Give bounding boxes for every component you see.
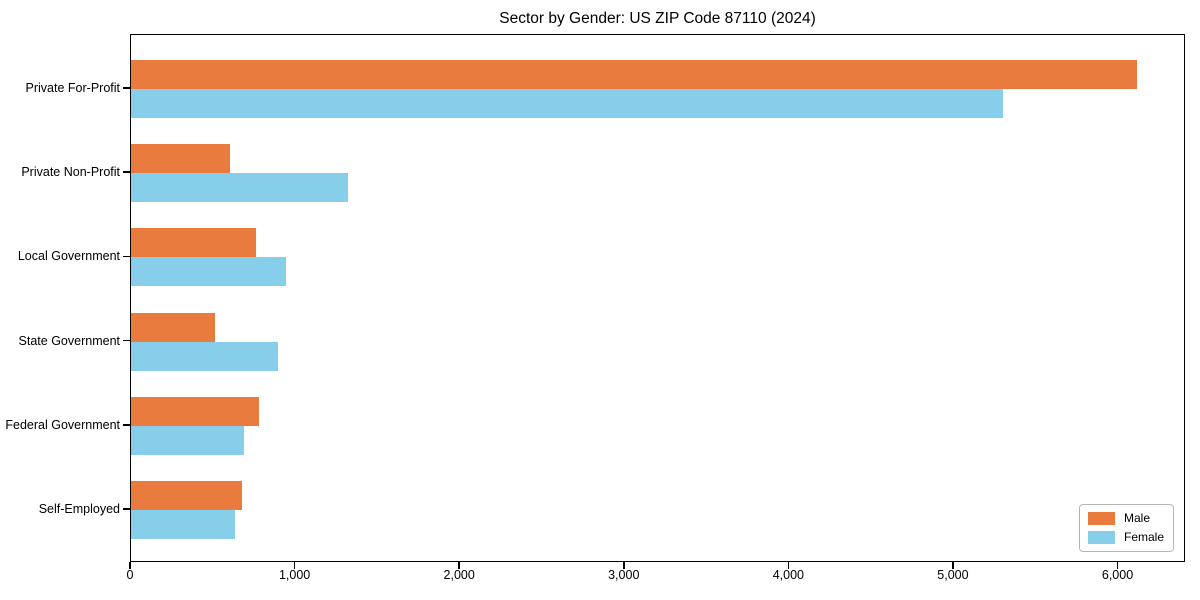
bar-female-5 xyxy=(131,425,244,455)
x-axis-tick-label: 1,000 xyxy=(278,568,311,582)
bar-female-1 xyxy=(131,89,1004,118)
x-axis-tick xyxy=(1116,562,1119,569)
bar-male-4 xyxy=(131,312,215,342)
bar-female-6 xyxy=(131,510,235,539)
legend-swatch-male xyxy=(1087,512,1115,525)
y-axis-category-label: Self-Employed xyxy=(38,502,120,516)
bar-female-3 xyxy=(131,257,286,287)
y-axis-category-label: Private For-Profit xyxy=(25,81,120,95)
x-axis-tick xyxy=(293,562,296,569)
legend-label-female: Female xyxy=(1123,530,1164,544)
bar-male-1 xyxy=(131,60,1137,89)
legend-entry-male: Male xyxy=(1087,511,1164,525)
y-axis-category-label: Federal Government xyxy=(5,417,120,432)
y-axis-tick xyxy=(123,424,130,426)
x-axis-tick-label: 6,000 xyxy=(1101,568,1134,582)
bar-female-2 xyxy=(131,173,349,203)
y-axis-tick xyxy=(123,171,130,173)
y-axis-category-label: Local Government xyxy=(17,249,120,264)
bar-female-4 xyxy=(131,341,278,371)
bar-male-6 xyxy=(131,481,243,510)
x-axis-tick-label: 5,000 xyxy=(937,568,969,582)
y-axis-category-label: Private Non-Profit xyxy=(21,165,120,180)
y-axis-category-label: State Government xyxy=(18,333,120,348)
x-axis-tick xyxy=(623,562,625,569)
x-axis-tick-label: 4,000 xyxy=(772,568,804,582)
x-axis-tick xyxy=(458,562,460,569)
x-axis-tick xyxy=(787,562,790,569)
legend-swatch-female xyxy=(1087,531,1115,544)
legend-entry-female: Female xyxy=(1087,530,1164,544)
chart-title: Sector by Gender: US ZIP Code 87110 (202… xyxy=(499,10,816,27)
legend: Male Female xyxy=(1078,504,1174,552)
plot-area: Male Female xyxy=(130,34,1185,562)
x-axis-tick-label: 3,000 xyxy=(608,568,640,582)
x-axis-tick-label: 2,000 xyxy=(443,568,475,582)
bar-male-2 xyxy=(131,144,230,174)
legend-label-male: Male xyxy=(1123,511,1150,525)
bar-male-5 xyxy=(131,396,259,426)
y-axis-tick xyxy=(123,87,130,89)
bar-male-3 xyxy=(131,228,257,258)
x-axis-tick xyxy=(952,562,954,569)
y-axis-tick xyxy=(123,508,130,510)
y-axis-tick xyxy=(123,339,130,342)
y-axis-tick xyxy=(123,255,130,258)
x-axis-tick xyxy=(129,562,131,569)
x-axis-tick-label: 0 xyxy=(126,568,134,582)
